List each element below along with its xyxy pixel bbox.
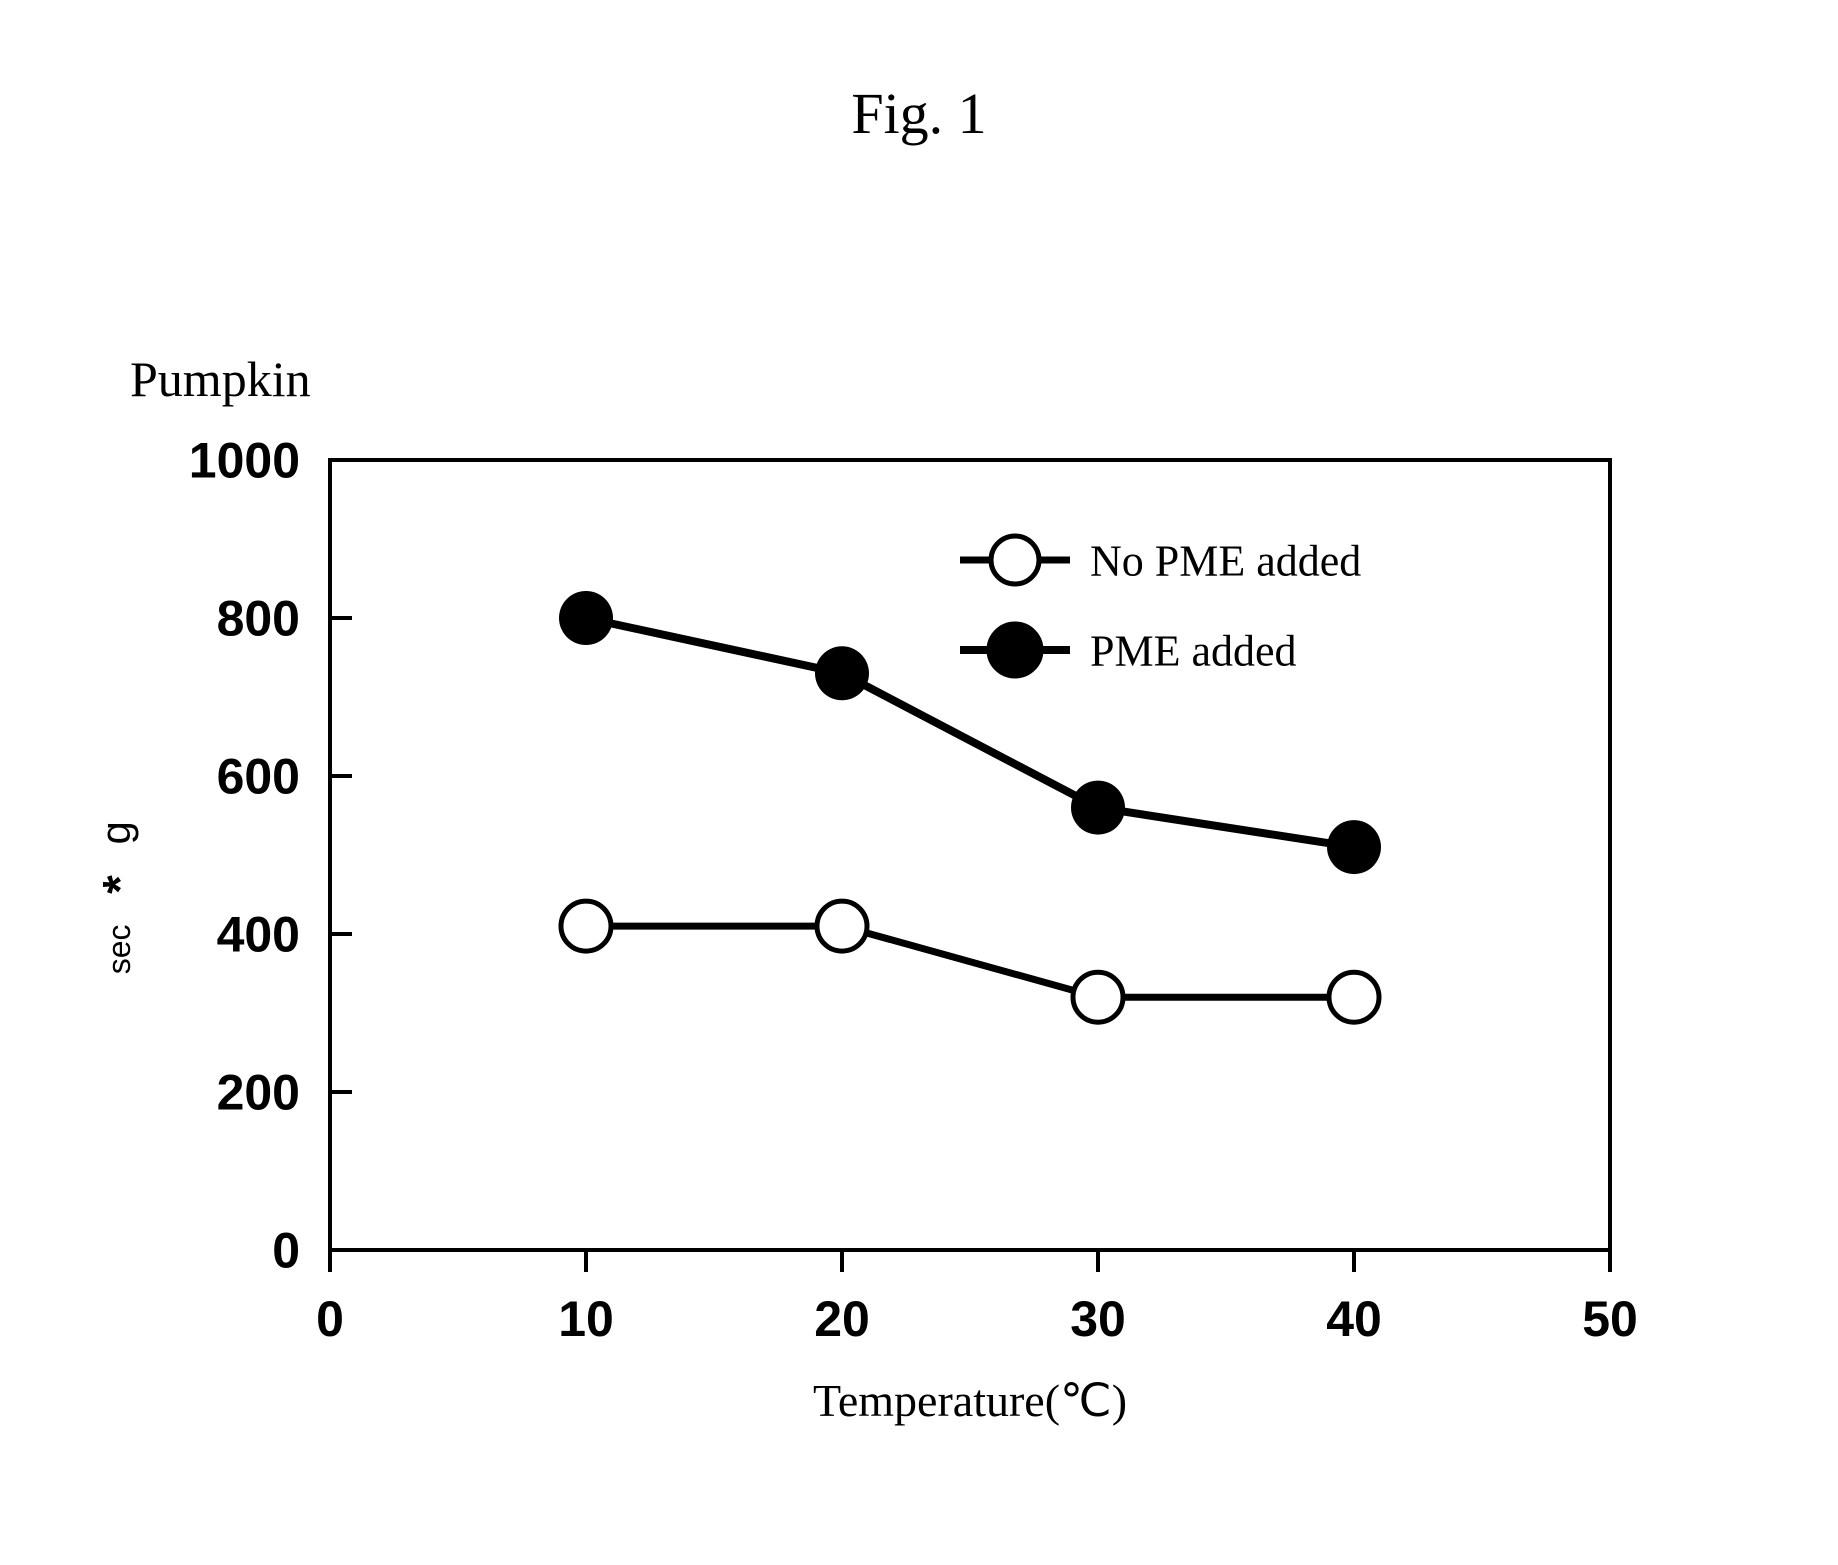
series-marker-no_pme	[817, 901, 867, 951]
legend-marker-pme	[989, 624, 1041, 676]
x-tick-label: 20	[814, 1291, 870, 1347]
figure-container: { "figure": { "title": "Fig. 1", "title_…	[0, 0, 1838, 1565]
svg-text:g: g	[92, 821, 139, 844]
svg-text:sec: sec	[101, 925, 137, 975]
x-tick-label: 10	[558, 1291, 614, 1347]
legend-marker-no_pme	[991, 536, 1039, 584]
y-axis-label: sec * g	[92, 821, 147, 974]
chart-svg: 0 200 400 600 800 1000 0 10 20 30 40 50 Temperature(…	[0, 0, 1838, 1565]
svg-text:*: *	[94, 875, 147, 894]
y-tick-label: 600	[217, 749, 300, 805]
x-tick-label: 30	[1070, 1291, 1126, 1347]
series-marker-pme	[1071, 781, 1125, 835]
y-tick-label: 800	[217, 591, 300, 647]
series-marker-pme	[559, 591, 613, 645]
x-axis-label: Temperature(℃)	[813, 1375, 1127, 1426]
legend-label-no_pme: No PME added	[1090, 536, 1361, 585]
series-marker-no_pme	[1329, 972, 1379, 1022]
x-tick-label: 40	[1326, 1291, 1382, 1347]
x-tick-label: 0	[316, 1291, 344, 1347]
series-marker-pme	[1327, 820, 1381, 874]
y-tick-label: 1000	[189, 433, 300, 489]
y-tick-label: 400	[217, 907, 300, 963]
legend-label-pme: PME added	[1090, 626, 1297, 675]
y-tick-label: 0	[272, 1223, 300, 1279]
series-marker-pme	[815, 646, 869, 700]
x-tick-label: 50	[1582, 1291, 1638, 1347]
y-tick-label: 200	[217, 1065, 300, 1121]
series-marker-no_pme	[1073, 972, 1123, 1022]
plot-area	[330, 460, 1610, 1250]
series-marker-no_pme	[561, 901, 611, 951]
